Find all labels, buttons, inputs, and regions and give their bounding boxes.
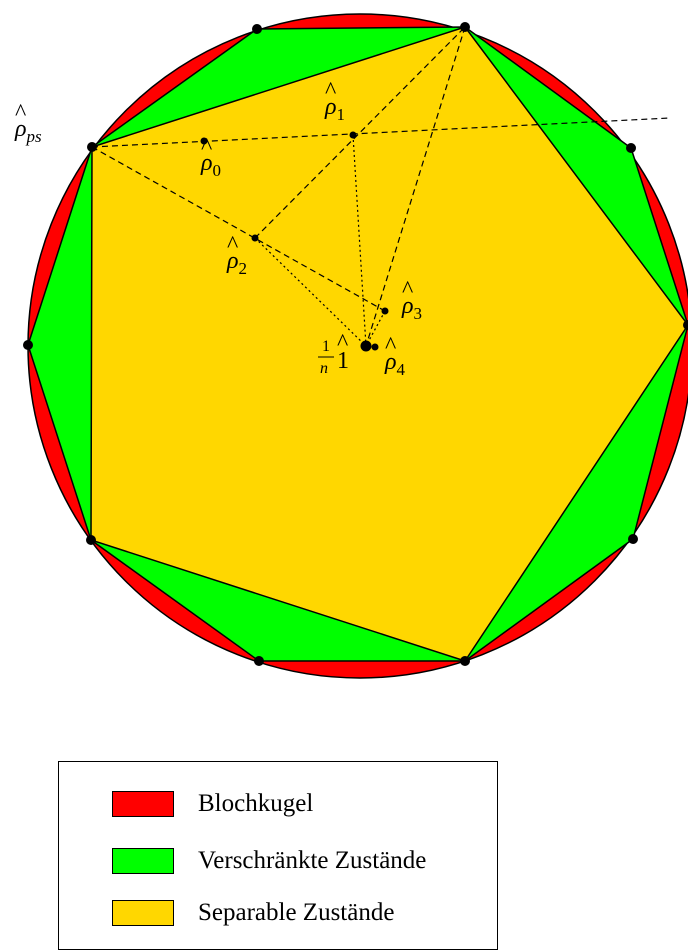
svg-text:^: ^ (325, 78, 336, 104)
svg-text:ρ2: ρ2 (226, 248, 247, 278)
svg-text:ρps: ρps (14, 116, 42, 146)
point-rho-1 (349, 131, 357, 139)
svg-text:^: ^ (15, 100, 26, 126)
svg-text:^: ^ (201, 134, 212, 160)
line-rho3-to-center (365, 310, 386, 347)
vertex-point (86, 535, 96, 545)
svg-text:n: n (320, 360, 328, 377)
dashed-construction-lines (91, 26, 671, 347)
vertex-point (628, 534, 638, 544)
line-pure-state-extension (91, 117, 671, 148)
svg-text:^: ^ (337, 330, 348, 356)
vertex-point (252, 24, 262, 34)
separable-states-region (90, 26, 688, 662)
svg-text:ρ4: ρ4 (384, 349, 406, 379)
svg-text:ρ0: ρ0 (200, 150, 221, 180)
svg-text:ρ3: ρ3 (401, 293, 422, 323)
vertex-point (683, 320, 688, 330)
vertex-point (254, 656, 264, 666)
dotted-construction-lines (254, 134, 386, 347)
legend-item-entangled: Verschränkte Zustände (112, 846, 426, 876)
label-maximally-mixed-state: 1 n 1 ^ (318, 330, 349, 377)
svg-text:^: ^ (385, 333, 396, 359)
line-pure-to-rho3 (91, 146, 386, 312)
state-points (200, 131, 389, 352)
legend-swatch-entangled (112, 848, 174, 874)
svg-text:1: 1 (322, 338, 330, 355)
point-rho-0 (200, 137, 208, 145)
point-rho-4 (371, 343, 379, 351)
legend-swatch-separable (112, 900, 174, 926)
line-rho1-to-center (352, 134, 367, 347)
point-rho-3 (381, 307, 389, 315)
label-rho-1: ρ1 ^ (324, 78, 345, 124)
svg-text:1: 1 (337, 348, 349, 374)
legend-label-separable: Separable Zustände (198, 899, 395, 926)
legend-item-separable: Separable Zustände (112, 898, 394, 928)
legend-label-bloch-ball: Blochkugel (198, 790, 314, 817)
legend-swatch-bloch-ball (112, 791, 174, 817)
line-rho2-to-center (254, 237, 367, 347)
legend-box: Blochkugel Verschränkte Zustände Separab… (58, 761, 498, 950)
vertex-point-rho-ps (87, 142, 97, 152)
vertex-point (23, 340, 33, 350)
state-space-diagram: ρps ^ ρ0 ^ ρ1 ^ ρ2 ^ ρ3 ^ ρ4 ^ 1 n 1 ^ (14, 13, 688, 679)
label-rho-ps: ρps ^ (14, 100, 42, 146)
legend-label-entangled: Verschränkte Zustände (198, 847, 427, 874)
vertex-point (460, 22, 470, 32)
label-rho-4: ρ4 ^ (384, 333, 406, 379)
label-rho-3: ρ3 ^ (401, 277, 422, 323)
label-rho-0: ρ0 ^ (200, 134, 221, 180)
point-maximally-mixed (360, 340, 372, 352)
legend-item-bloch-ball: Blochkugel (112, 789, 313, 819)
vertex-point (460, 656, 470, 666)
vertex-point (626, 143, 636, 153)
label-rho-2: ρ2 ^ (226, 232, 247, 278)
svg-text:^: ^ (227, 232, 238, 258)
line-vertex-to-center (365, 26, 466, 347)
point-rho-2 (251, 234, 259, 242)
svg-text:^: ^ (402, 277, 413, 303)
vertex-points (23, 22, 688, 666)
svg-text:ρ1: ρ1 (324, 94, 345, 124)
